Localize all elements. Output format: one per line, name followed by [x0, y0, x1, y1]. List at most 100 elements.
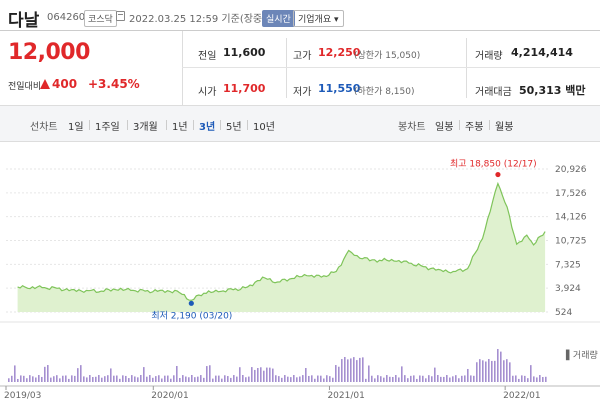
volume-bar: [395, 375, 397, 382]
chart-toolbar: [0, 105, 600, 142]
volume-bar: [410, 375, 412, 382]
volume-bar: [77, 368, 79, 382]
period-10y[interactable]: 10년: [253, 122, 275, 133]
volume-bar: [422, 375, 424, 382]
y-tick-label: 3,924: [555, 284, 581, 294]
volume-bar: [287, 376, 289, 382]
volume-bar: [158, 375, 160, 382]
open-value: 11,700: [223, 82, 266, 95]
candle-chart-label: 봉차트: [398, 122, 426, 133]
realtime-button[interactable]: 실시간: [262, 10, 295, 27]
volume-bar: [167, 375, 169, 382]
volume-bar: [269, 367, 271, 382]
volume-bar: [482, 360, 484, 382]
volume-bar: [299, 376, 301, 382]
volume-bar: [137, 377, 139, 382]
toolbar-divider: [166, 120, 167, 130]
volume-bar: [503, 360, 505, 382]
y-tick-label: 17,526: [555, 189, 587, 199]
volume-bar: [191, 375, 193, 382]
min-marker: [188, 300, 194, 306]
volume-bar: [281, 377, 283, 382]
volume-bar: [170, 378, 172, 382]
volume-bar: [143, 367, 145, 382]
current-price: 12,000: [8, 40, 90, 65]
volume-bar: [413, 375, 415, 382]
volume-bar: [500, 351, 502, 382]
volume-bar: [323, 378, 325, 382]
company-info-button[interactable]: 기업개요 ▾: [293, 10, 344, 27]
volume-bar: [542, 377, 544, 382]
candle-daily[interactable]: 일봉: [435, 122, 454, 133]
amount-value: 50,313 백만: [519, 84, 586, 97]
volume-bar: [233, 375, 235, 382]
volume-bar: [230, 377, 232, 382]
period-1d[interactable]: 1일: [68, 122, 84, 133]
candle-weekly[interactable]: 주봉: [465, 122, 484, 133]
volume-bar: [473, 375, 475, 382]
volume-bar: [8, 378, 10, 382]
volume-bar: [302, 375, 304, 382]
volume-bar: [494, 360, 496, 382]
volume-bar: [38, 375, 40, 382]
volume-bar: [308, 375, 310, 382]
volume-bar: [206, 366, 208, 382]
volume-bar: [53, 376, 55, 382]
stock-code: 064260: [47, 12, 86, 23]
volume-bar: [311, 375, 313, 382]
period-5y[interactable]: 5년: [226, 122, 242, 133]
volume-bar: [80, 365, 82, 382]
volume-bar: [47, 365, 49, 382]
prev-value: 11,600: [223, 46, 266, 59]
volume-bar: [356, 360, 358, 382]
volume-bar: [518, 378, 520, 382]
volume-bar: [362, 357, 364, 382]
volume-bar: [383, 377, 385, 382]
toolbar-divider: [127, 120, 128, 130]
prev-label: 전일: [198, 51, 217, 62]
toolbar-divider: [489, 120, 490, 130]
price-line: [17, 181, 546, 301]
y-tick-label: 7,325: [555, 260, 581, 270]
volume-bar: [236, 376, 238, 382]
change-value: 400: [52, 77, 78, 91]
volume-legend: ▌거래량: [565, 349, 598, 361]
volume-bar: [431, 376, 433, 382]
volume-bar: [467, 368, 469, 382]
volume-bar: [116, 375, 118, 382]
high-value: 12,250: [318, 46, 361, 59]
high-label: 고가: [293, 51, 312, 62]
volume-bar: [419, 375, 421, 382]
volume-bar: [203, 377, 205, 382]
volume-bar: [32, 376, 34, 382]
volume-bar: [224, 375, 226, 382]
toolbar-divider: [89, 120, 90, 130]
period-1w[interactable]: 1주일: [95, 122, 120, 133]
period-3y[interactable]: 3년: [199, 122, 216, 133]
max-marker: [495, 171, 501, 178]
price-summary: [0, 31, 183, 105]
volume-bar: [434, 367, 436, 382]
candle-monthly[interactable]: 월봉: [495, 122, 514, 133]
volume-bar: [470, 375, 472, 382]
volume-bar: [194, 377, 196, 382]
volume-bar: [275, 375, 277, 382]
volume-bar: [266, 367, 268, 382]
volume-bar: [488, 359, 490, 382]
volume-bar: [338, 366, 340, 382]
volume-bar: [440, 376, 442, 382]
volume-bar: [377, 375, 379, 382]
period-3m[interactable]: 3개월: [133, 122, 158, 133]
volume-bar: [59, 378, 61, 382]
volume-bar: [29, 375, 31, 382]
volume-bar: [329, 376, 331, 382]
period-1y[interactable]: 1년: [172, 122, 188, 133]
volume-bar: [512, 375, 514, 382]
low-label: 저가: [293, 87, 312, 98]
volume-bar: [353, 357, 355, 382]
upper-limit: (상한가 15,050): [354, 51, 421, 61]
volume-bar: [164, 375, 166, 382]
volume-bar: [11, 375, 13, 382]
volume-bar: [200, 375, 202, 382]
volume-bar: [188, 377, 190, 382]
